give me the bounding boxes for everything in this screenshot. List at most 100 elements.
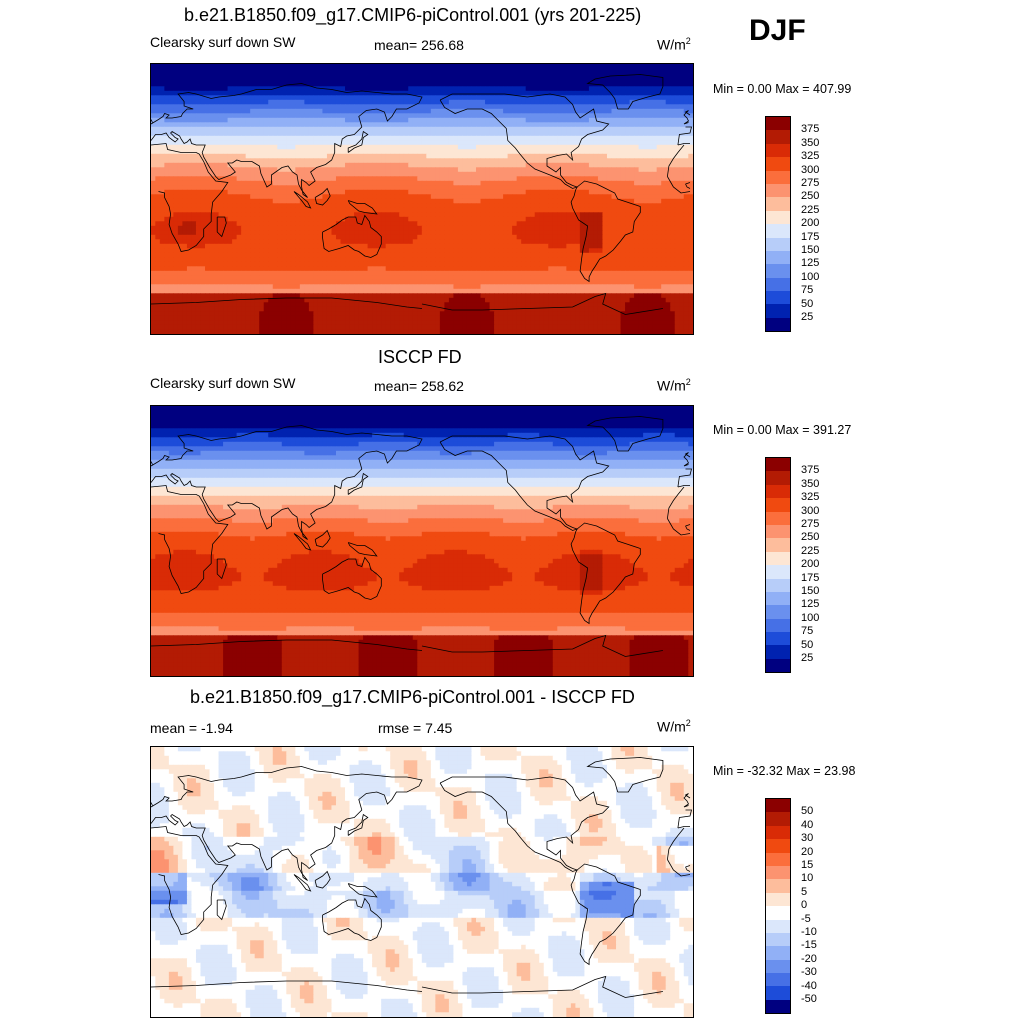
panel2-variable-label: Clearsky surf down SW xyxy=(150,376,295,390)
panel1-map-svg xyxy=(151,64,693,334)
colorbar-tick-label: 20 xyxy=(801,846,813,858)
field-cells xyxy=(151,64,693,334)
colorbar-box xyxy=(766,605,790,619)
coastline xyxy=(347,130,369,153)
coastline xyxy=(570,863,641,966)
colorbar-box xyxy=(766,458,790,472)
colorbar-tick-label: 225 xyxy=(801,204,819,216)
panel2-title: ISCCP FD xyxy=(378,348,462,366)
coastline xyxy=(151,452,691,467)
colorbar-tick-label: 350 xyxy=(801,478,819,490)
season-label: DJF xyxy=(749,16,806,46)
panel3-colorbar xyxy=(765,798,791,1015)
colorbar-box xyxy=(766,130,790,144)
coastline xyxy=(322,214,382,258)
colorbar-box xyxy=(766,538,790,552)
colorbar-tick-label: 200 xyxy=(801,217,819,229)
coastline xyxy=(151,83,693,198)
colorbar-box xyxy=(766,986,790,1000)
colorbar-box xyxy=(766,304,790,318)
colorbar-tick-label: 5 xyxy=(801,886,807,898)
colorbar-tick-label: 125 xyxy=(801,598,819,610)
coastline xyxy=(347,200,378,215)
colorbar-box xyxy=(766,658,790,673)
panel1-colorbar xyxy=(765,116,791,333)
colorbar-box xyxy=(766,237,790,251)
panel1-title: b.e21.B1850.f09_g17.CMIP6-piControl.001 … xyxy=(184,6,641,24)
panel1-variable-label: Clearsky surf down SW xyxy=(150,35,295,49)
coastline xyxy=(151,292,663,315)
colorbar-tick-label: 15 xyxy=(801,859,813,871)
colorbar-tick-label: 325 xyxy=(801,491,819,503)
coastline xyxy=(347,472,369,495)
colorbar-box xyxy=(766,879,790,893)
panel1-units: W/m2 xyxy=(657,37,691,52)
colorbar-tick-label: 50 xyxy=(801,298,813,310)
coastline xyxy=(586,74,664,110)
colorbar-box xyxy=(766,578,790,592)
field-cells xyxy=(151,406,693,676)
panel3-units: W/m2 xyxy=(657,719,691,734)
panel2-colorbar xyxy=(765,457,791,674)
colorbar-tick-label: 100 xyxy=(801,271,819,283)
colorbar-box xyxy=(766,919,790,933)
colorbar-tick-label: 350 xyxy=(801,137,819,149)
colorbar-tick-label: 250 xyxy=(801,531,819,543)
colorbar-tick-label: 225 xyxy=(801,545,819,557)
colorbar-box xyxy=(766,551,790,566)
coastline xyxy=(293,533,312,551)
colorbar-tick-label: 150 xyxy=(801,585,819,597)
coastline xyxy=(314,187,331,206)
colorbar-tick-label: 375 xyxy=(801,123,819,135)
colorbar-tick-label: 150 xyxy=(801,244,819,256)
colorbar-tick-label: 10 xyxy=(801,872,813,884)
panel2-map-svg xyxy=(151,406,693,676)
colorbar-box xyxy=(766,484,790,499)
coastline xyxy=(151,975,663,998)
colorbar-box xyxy=(766,317,790,332)
colorbar-box xyxy=(766,812,790,826)
coastline xyxy=(439,93,610,189)
colorbar-box xyxy=(766,157,790,171)
colorbar-box xyxy=(766,291,790,305)
colorbar-tick-label: 75 xyxy=(801,625,813,637)
colorbar-box xyxy=(766,825,790,840)
coastline xyxy=(322,556,382,600)
coastline xyxy=(151,425,693,540)
colorbar-box xyxy=(766,959,790,974)
panel1-map xyxy=(150,63,694,335)
colorbar-tick-label: 200 xyxy=(801,558,819,570)
colorbar-box xyxy=(766,973,790,987)
coastline xyxy=(586,757,664,793)
colorbar-box xyxy=(766,892,790,907)
colorbar-box xyxy=(766,524,790,539)
colorbar-box xyxy=(766,197,790,211)
coastline xyxy=(439,435,610,531)
colorbar-tick-label: 175 xyxy=(801,231,819,243)
coastline xyxy=(570,180,641,283)
colorbar-box xyxy=(766,632,790,646)
colorbar-box xyxy=(766,645,790,659)
colorbar-tick-label: 275 xyxy=(801,518,819,530)
coastline xyxy=(347,542,378,557)
colorbar-tick-label: 300 xyxy=(801,164,819,176)
field-cells xyxy=(151,747,693,1017)
colorbar-box xyxy=(766,498,790,512)
coastline xyxy=(314,870,331,889)
colorbar-box xyxy=(766,143,790,158)
colorbar-box xyxy=(766,591,790,606)
colorbar-tick-label: -30 xyxy=(801,966,817,978)
colorbar-tick-label: 25 xyxy=(801,652,813,664)
panel2-units: W/m2 xyxy=(657,378,691,393)
coastline xyxy=(347,883,378,898)
colorbar-box xyxy=(766,839,790,853)
colorbar-tick-label: 275 xyxy=(801,177,819,189)
coastline xyxy=(151,634,663,657)
colorbar-box xyxy=(766,471,790,485)
panel3-mean-label: mean = -1.94 xyxy=(150,721,233,735)
colorbar-box xyxy=(766,511,790,525)
coastline xyxy=(216,558,227,580)
colorbar-tick-label: 40 xyxy=(801,819,813,831)
colorbar-box xyxy=(766,618,790,633)
panel3-rmse-label: rmse = 7.45 xyxy=(378,721,452,735)
